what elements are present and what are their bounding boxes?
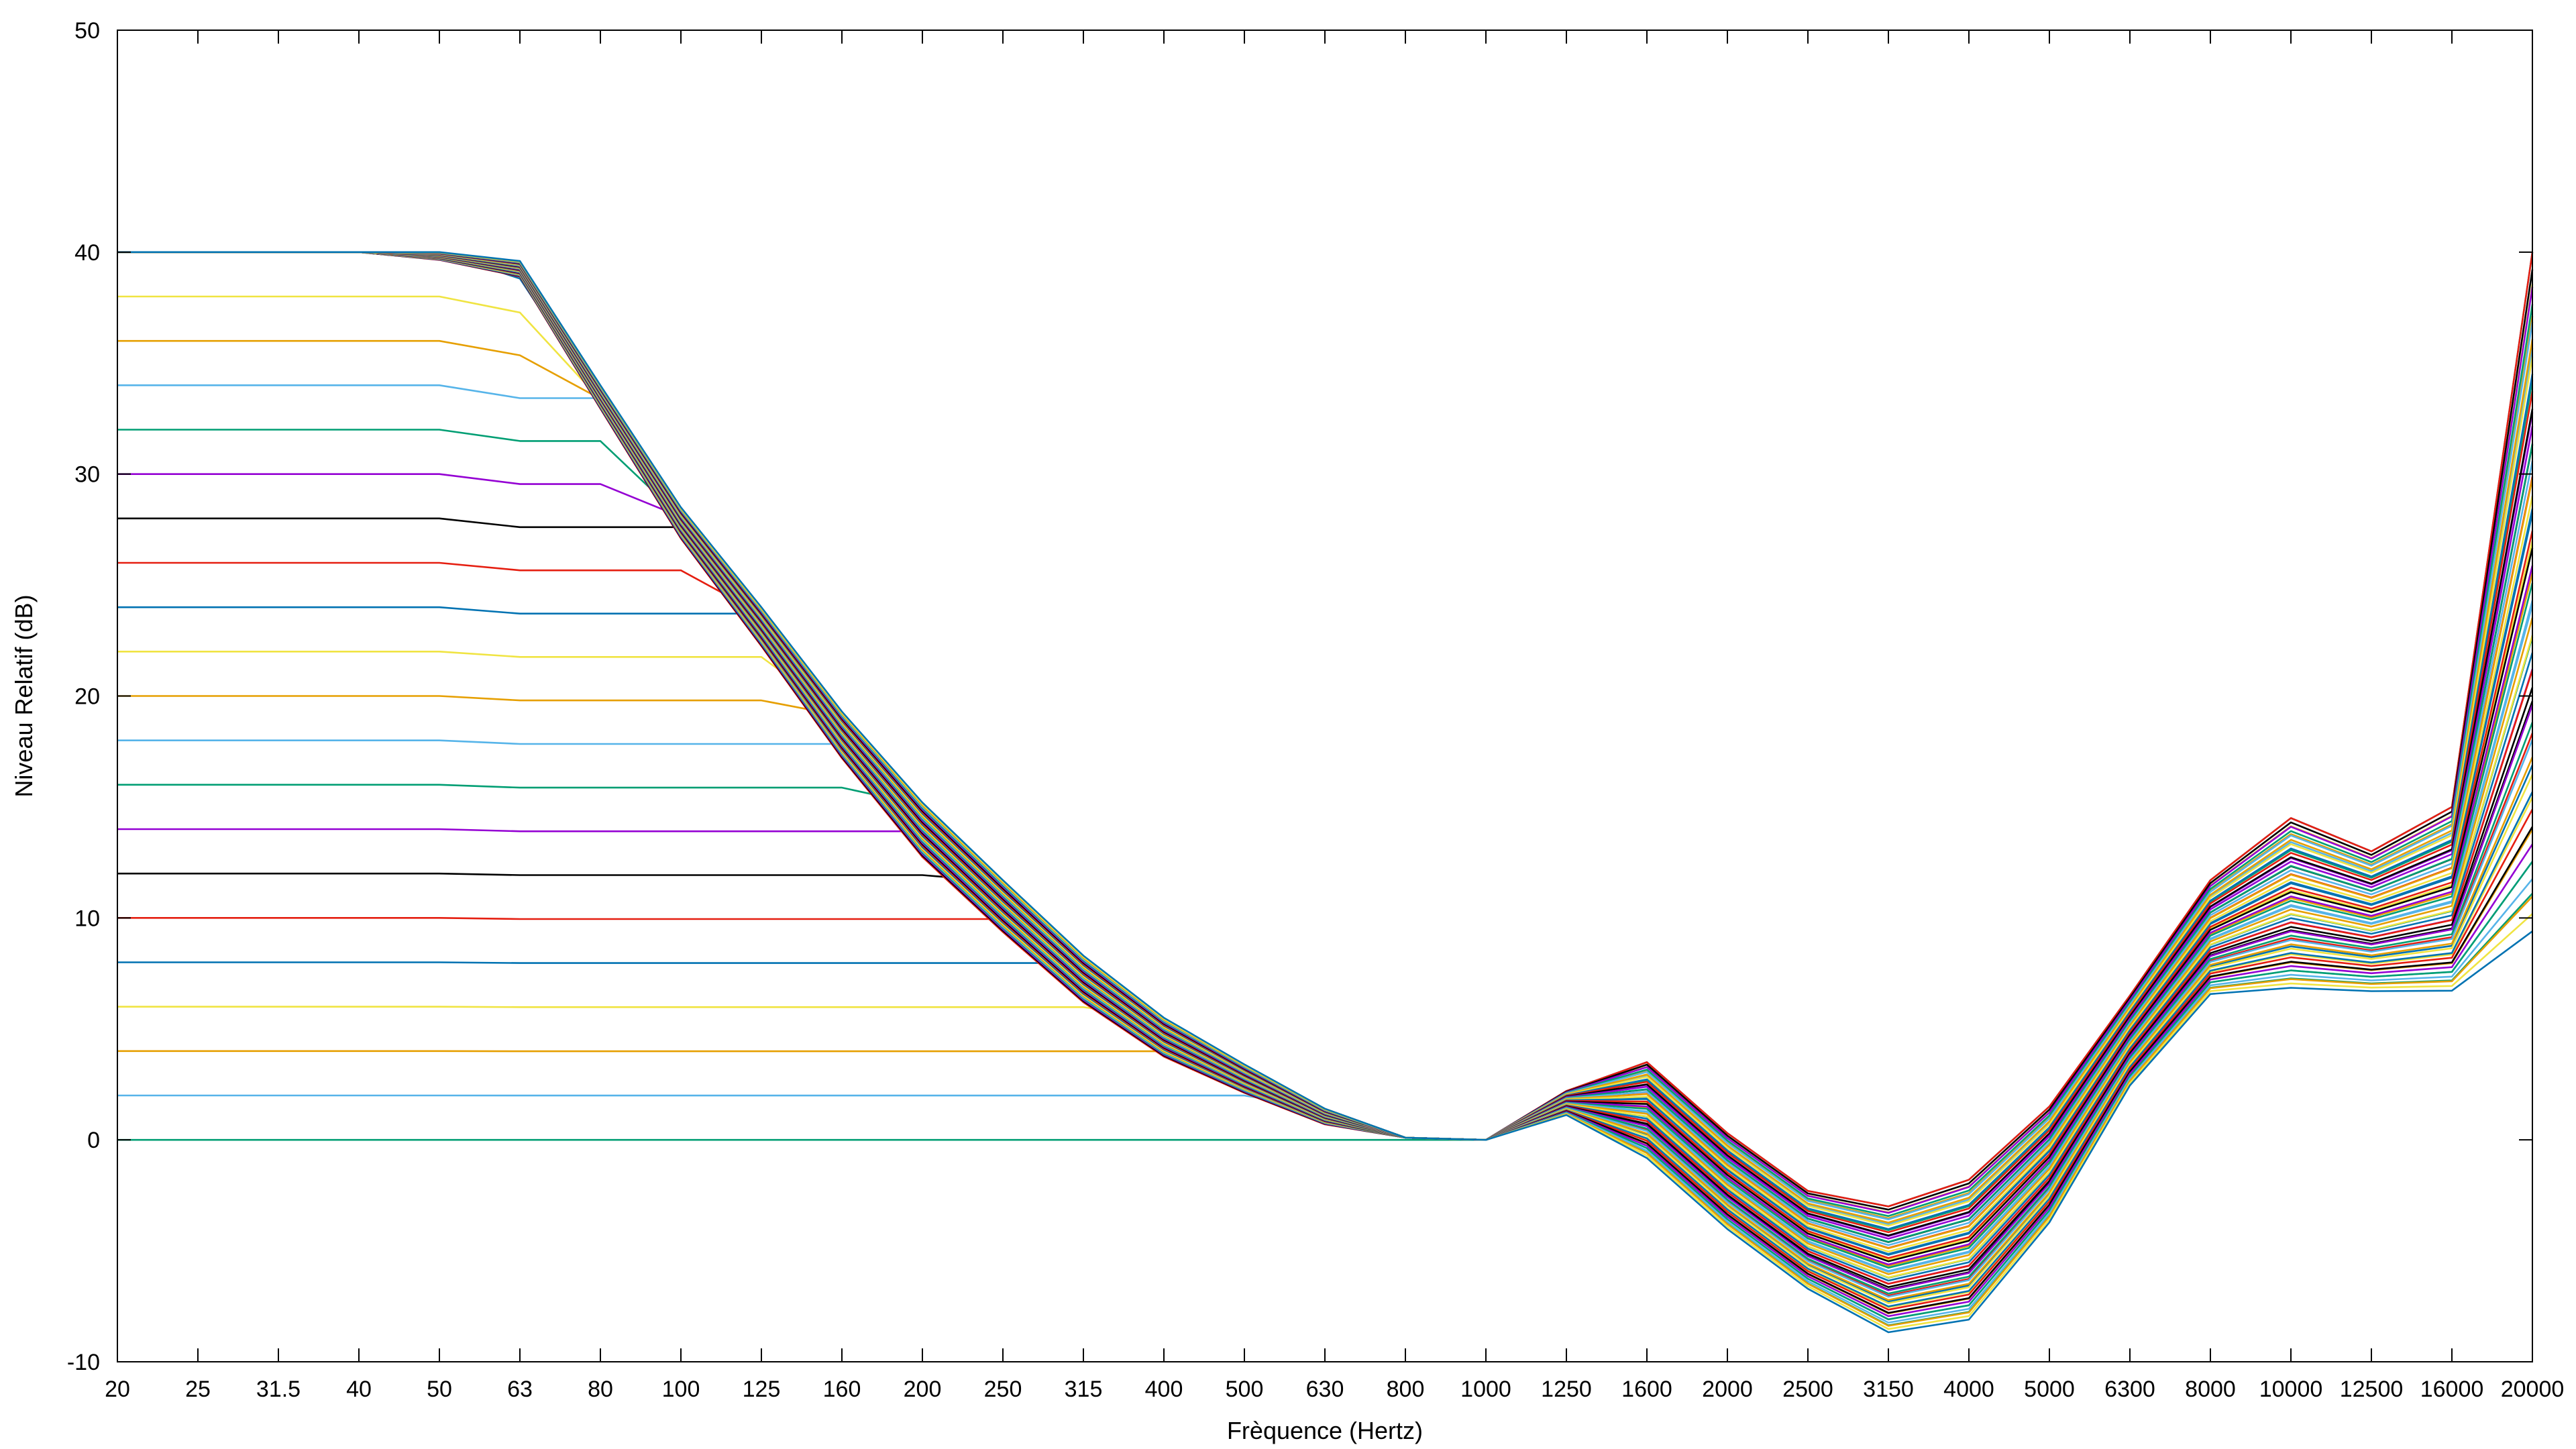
y-axis-title: Niveau Relatif (dB) [10, 594, 38, 797]
x-tick-label: 2500 [1782, 1377, 1833, 1402]
x-tick-label: 80 [588, 1377, 613, 1402]
y-tick-label: 50 [74, 18, 100, 44]
x-tick-label: 2000 [1702, 1377, 1753, 1402]
x-tick-label: 1250 [1541, 1377, 1592, 1402]
x-axis-title: Frèquence (Hertz) [1227, 1417, 1423, 1444]
x-tick-label: 100 [662, 1377, 700, 1402]
x-tick-label: 63 [507, 1377, 533, 1402]
x-tick-label: 500 [1226, 1377, 1264, 1402]
y-tick-label: 40 [74, 240, 100, 266]
x-tick-label: 8000 [2185, 1377, 2236, 1402]
x-tick-label: 630 [1306, 1377, 1344, 1402]
ticks-layer: 20 25 31.5 40 50 63 80 100 125 160 200 250 315 400 500… [67, 18, 2564, 1402]
y-tick-label: 0 [87, 1128, 100, 1153]
y-tick-label: -10 [67, 1350, 100, 1375]
x-tick-label: 1600 [1621, 1377, 1672, 1402]
x-tick-label: 12500 [2340, 1377, 2404, 1402]
x-tick-label: 315 [1065, 1377, 1103, 1402]
x-tick-label: 31.5 [256, 1377, 301, 1402]
x-tick-label: 40 [346, 1377, 372, 1402]
x-tick-label: 250 [984, 1377, 1022, 1402]
x-tick-label: 125 [743, 1377, 781, 1402]
x-tick-label: 400 [1145, 1377, 1183, 1402]
x-tick-label: 6300 [2104, 1377, 2155, 1402]
x-tick-label: 4000 [1943, 1377, 1994, 1402]
x-tick-label: 16000 [2420, 1377, 2484, 1402]
x-tick-label: 1000 [1460, 1377, 1511, 1402]
y-tick-label: 30 [74, 462, 100, 488]
y-tick-label: 20 [74, 684, 100, 710]
x-tick-label: 800 [1387, 1377, 1425, 1402]
y-tick-label: 10 [74, 906, 100, 931]
x-tick-label: 3150 [1863, 1377, 1914, 1402]
x-tick-label: 10000 [2259, 1377, 2323, 1402]
x-tick-label: 20000 [2501, 1377, 2565, 1402]
x-tick-label: 200 [904, 1377, 942, 1402]
x-tick-label: 20 [105, 1377, 130, 1402]
x-tick-label: 25 [185, 1377, 211, 1402]
series-layer [117, 251, 2534, 1334]
series-line [117, 251, 2533, 1334]
x-tick-label: 50 [427, 1377, 452, 1402]
x-tick-label: 5000 [2024, 1377, 2075, 1402]
x-tick-label: 160 [823, 1377, 861, 1402]
